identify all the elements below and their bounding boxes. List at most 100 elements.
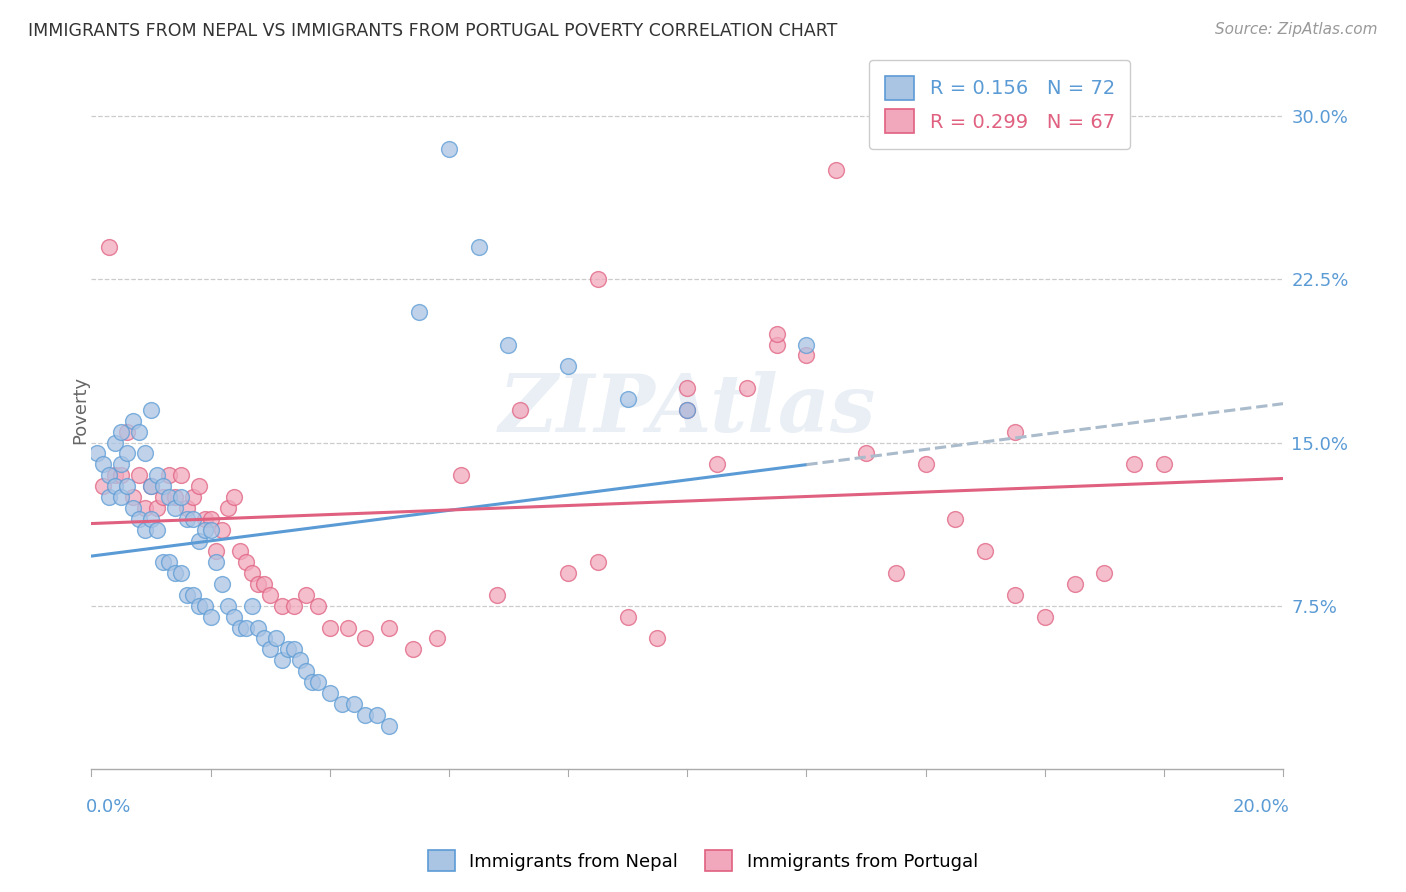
- Point: [765, 337, 787, 351]
- Point: [855, 446, 877, 460]
- Point: [426, 632, 449, 646]
- Y-axis label: Poverty: Poverty: [72, 376, 89, 444]
- Point: [205, 555, 228, 569]
- Point: [139, 479, 162, 493]
- Point: [217, 599, 239, 613]
- Point: [122, 414, 145, 428]
- Point: [122, 500, 145, 515]
- Point: [647, 632, 669, 646]
- Point: [115, 446, 138, 460]
- Point: [240, 599, 263, 613]
- Point: [139, 403, 162, 417]
- Point: [240, 566, 263, 581]
- Point: [170, 490, 193, 504]
- Point: [247, 577, 270, 591]
- Point: [277, 642, 299, 657]
- Point: [485, 588, 508, 602]
- Point: [342, 697, 364, 711]
- Legend: Immigrants from Nepal, Immigrants from Portugal: Immigrants from Nepal, Immigrants from P…: [420, 843, 986, 879]
- Point: [1092, 566, 1115, 581]
- Point: [205, 544, 228, 558]
- Point: [181, 490, 204, 504]
- Point: [884, 566, 907, 581]
- Point: [402, 642, 425, 657]
- Point: [157, 468, 180, 483]
- Point: [110, 468, 132, 483]
- Point: [498, 337, 520, 351]
- Point: [288, 653, 311, 667]
- Point: [163, 500, 186, 515]
- Point: [354, 632, 377, 646]
- Point: [467, 239, 489, 253]
- Text: Source: ZipAtlas.com: Source: ZipAtlas.com: [1215, 22, 1378, 37]
- Point: [318, 621, 340, 635]
- Point: [115, 425, 138, 439]
- Point: [235, 555, 257, 569]
- Point: [676, 403, 699, 417]
- Point: [557, 566, 579, 581]
- Point: [91, 458, 114, 472]
- Point: [914, 458, 936, 472]
- Point: [170, 468, 193, 483]
- Point: [735, 381, 758, 395]
- Point: [974, 544, 997, 558]
- Point: [509, 403, 531, 417]
- Point: [181, 512, 204, 526]
- Point: [307, 675, 329, 690]
- Point: [193, 512, 215, 526]
- Point: [200, 512, 222, 526]
- Point: [163, 490, 186, 504]
- Point: [152, 490, 174, 504]
- Point: [110, 458, 132, 472]
- Point: [586, 555, 609, 569]
- Point: [200, 609, 222, 624]
- Point: [283, 599, 305, 613]
- Point: [176, 500, 198, 515]
- Point: [110, 490, 132, 504]
- Point: [557, 359, 579, 374]
- Point: [247, 621, 270, 635]
- Point: [211, 577, 233, 591]
- Point: [1153, 458, 1175, 472]
- Point: [104, 468, 127, 483]
- Point: [229, 544, 252, 558]
- Point: [152, 479, 174, 493]
- Point: [318, 686, 340, 700]
- Point: [115, 479, 138, 493]
- Point: [295, 664, 318, 678]
- Point: [134, 500, 156, 515]
- Point: [235, 621, 257, 635]
- Point: [98, 468, 121, 483]
- Point: [98, 239, 121, 253]
- Point: [104, 435, 127, 450]
- Point: [176, 512, 198, 526]
- Point: [796, 348, 818, 362]
- Point: [796, 337, 818, 351]
- Point: [1004, 425, 1026, 439]
- Point: [295, 588, 318, 602]
- Point: [1004, 588, 1026, 602]
- Point: [676, 403, 699, 417]
- Point: [200, 523, 222, 537]
- Point: [122, 490, 145, 504]
- Point: [229, 621, 252, 635]
- Point: [104, 479, 127, 493]
- Point: [157, 490, 180, 504]
- Point: [408, 305, 430, 319]
- Legend: R = 0.156   N = 72, R = 0.299   N = 67: R = 0.156 N = 72, R = 0.299 N = 67: [869, 61, 1130, 149]
- Point: [217, 500, 239, 515]
- Point: [110, 425, 132, 439]
- Point: [224, 609, 246, 624]
- Point: [1033, 609, 1056, 624]
- Point: [139, 512, 162, 526]
- Point: [354, 707, 377, 722]
- Point: [307, 599, 329, 613]
- Point: [253, 632, 276, 646]
- Point: [616, 392, 638, 406]
- Point: [181, 588, 204, 602]
- Point: [139, 479, 162, 493]
- Point: [224, 490, 246, 504]
- Text: IMMIGRANTS FROM NEPAL VS IMMIGRANTS FROM PORTUGAL POVERTY CORRELATION CHART: IMMIGRANTS FROM NEPAL VS IMMIGRANTS FROM…: [28, 22, 838, 40]
- Point: [187, 599, 209, 613]
- Point: [128, 425, 150, 439]
